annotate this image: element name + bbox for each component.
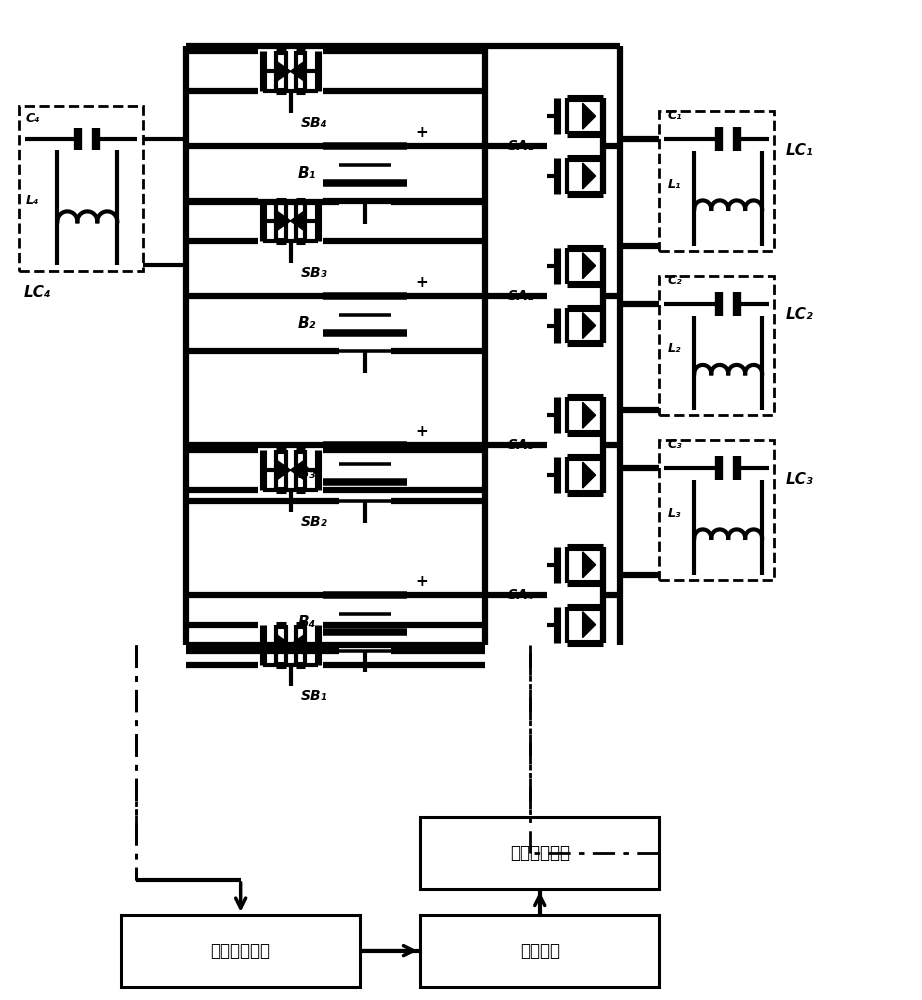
Text: SB₁: SB₁ [301,689,327,703]
Text: LC₄: LC₄ [23,285,51,300]
Text: 电压采样电路: 电压采样电路 [210,942,271,960]
Polygon shape [290,211,304,231]
Polygon shape [290,460,304,480]
Polygon shape [277,460,290,480]
Bar [420,817,659,889]
Polygon shape [277,635,290,655]
Text: C₃: C₃ [668,438,682,451]
Polygon shape [583,462,596,488]
Text: L₁: L₁ [668,178,680,191]
Polygon shape [583,552,596,578]
Text: +: + [415,574,428,589]
Polygon shape [583,402,596,428]
Text: B₁: B₁ [297,166,315,181]
Text: SA₂: SA₂ [508,289,535,303]
Text: LC₃: LC₃ [786,472,813,487]
Text: +: + [415,424,428,439]
Text: B₃: B₃ [297,466,315,481]
Bar [420,915,659,987]
Polygon shape [583,163,596,189]
Text: LC₂: LC₂ [786,307,813,322]
Text: +: + [415,275,428,290]
Polygon shape [583,313,596,338]
Bar [659,111,774,251]
Text: SA₃: SA₃ [508,438,535,452]
Text: C₄: C₄ [25,112,40,125]
Text: L₃: L₃ [668,507,680,520]
Bar [19,106,143,271]
Text: SB₃: SB₃ [301,266,327,280]
Text: SB₄: SB₄ [301,116,327,130]
Polygon shape [583,103,596,129]
Text: C₁: C₁ [668,109,682,122]
Polygon shape [583,253,596,279]
Bar [659,440,774,580]
Text: B₄: B₄ [297,615,315,630]
Text: SA₄: SA₄ [508,588,535,602]
Text: L₄: L₄ [25,194,39,207]
Text: SB₂: SB₂ [301,515,327,529]
Bar [121,915,361,987]
Text: 开关驱动电路: 开关驱动电路 [510,844,570,862]
Text: L₂: L₂ [668,342,680,355]
Polygon shape [277,61,290,81]
Polygon shape [583,612,596,638]
Polygon shape [290,635,304,655]
Text: SA₁: SA₁ [508,139,535,153]
Text: B₂: B₂ [297,316,315,331]
Text: C₂: C₂ [668,274,682,287]
Text: 微控制器: 微控制器 [520,942,560,960]
Bar [659,276,774,415]
Text: LC₁: LC₁ [786,143,813,158]
Polygon shape [290,61,304,81]
Polygon shape [277,211,290,231]
Text: +: + [415,125,428,140]
